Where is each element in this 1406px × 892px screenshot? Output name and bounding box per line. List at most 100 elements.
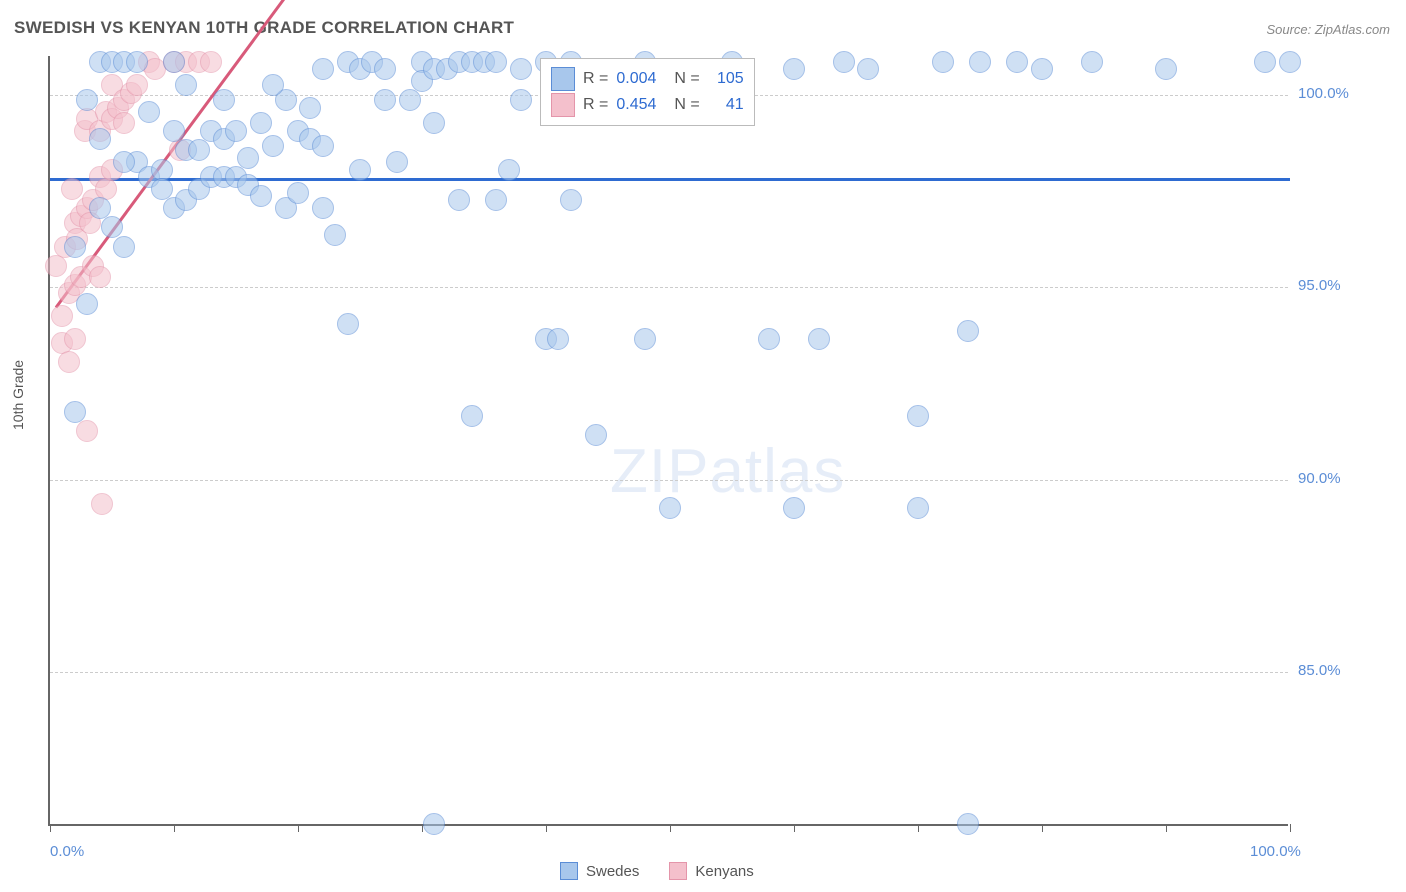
bottom-legend: Swedes Kenyans bbox=[560, 862, 754, 880]
scatter-point bbox=[76, 293, 98, 315]
scatter-point bbox=[1006, 51, 1028, 73]
scatter-point bbox=[312, 135, 334, 157]
scatter-point bbox=[89, 197, 111, 219]
scatter-point bbox=[126, 51, 148, 73]
scatter-point bbox=[907, 497, 929, 519]
scatter-point bbox=[510, 89, 532, 111]
x-tick bbox=[50, 824, 51, 832]
scatter-point bbox=[89, 128, 111, 150]
scatter-point bbox=[758, 328, 780, 350]
stats-row: R =0.004N =105 bbox=[551, 67, 744, 91]
scatter-point bbox=[113, 112, 135, 134]
scatter-point bbox=[783, 497, 805, 519]
stats-r-label: R = bbox=[583, 96, 608, 114]
stats-r-label: R = bbox=[583, 70, 608, 88]
scatter-point bbox=[113, 236, 135, 258]
source-label: Source: ZipAtlas.com bbox=[1266, 22, 1390, 37]
x-tick bbox=[298, 824, 299, 832]
scatter-point bbox=[76, 420, 98, 442]
x-tick bbox=[670, 824, 671, 832]
scatter-point bbox=[510, 58, 532, 80]
stats-n-label: N = bbox=[674, 96, 699, 114]
scatter-point bbox=[151, 178, 173, 200]
y-tick-label: 95.0% bbox=[1298, 277, 1368, 294]
gridline-horizontal bbox=[50, 672, 1288, 673]
x-tick-label: 100.0% bbox=[1250, 843, 1301, 860]
scatter-point bbox=[448, 189, 470, 211]
x-tick bbox=[794, 824, 795, 832]
gridline-horizontal bbox=[50, 480, 1288, 481]
scatter-point bbox=[213, 89, 235, 111]
scatter-point bbox=[45, 255, 67, 277]
scatter-point bbox=[324, 224, 346, 246]
scatter-point bbox=[374, 58, 396, 80]
scatter-point bbox=[907, 405, 929, 427]
scatter-point bbox=[61, 178, 83, 200]
scatter-point bbox=[969, 51, 991, 73]
scatter-point bbox=[783, 58, 805, 80]
scatter-point bbox=[138, 101, 160, 123]
y-tick-label: 85.0% bbox=[1298, 662, 1368, 679]
x-tick bbox=[174, 824, 175, 832]
scatter-point bbox=[461, 405, 483, 427]
watermark: ZIPatlas bbox=[610, 436, 845, 507]
scatter-point bbox=[262, 135, 284, 157]
scatter-point bbox=[312, 58, 334, 80]
scatter-point bbox=[175, 74, 197, 96]
x-tick bbox=[546, 824, 547, 832]
scatter-point bbox=[91, 493, 113, 515]
x-tick bbox=[1042, 824, 1043, 832]
scatter-point bbox=[1031, 58, 1053, 80]
scatter-point bbox=[399, 89, 421, 111]
scatter-point bbox=[957, 813, 979, 835]
scatter-point bbox=[113, 151, 135, 173]
scatter-point bbox=[808, 328, 830, 350]
scatter-point bbox=[89, 266, 111, 288]
scatter-point bbox=[1254, 51, 1276, 73]
gridline-horizontal bbox=[50, 287, 1288, 288]
scatter-point bbox=[349, 159, 371, 181]
scatter-point bbox=[200, 51, 222, 73]
scatter-point bbox=[51, 305, 73, 327]
scatter-point bbox=[163, 51, 185, 73]
scatter-point bbox=[64, 401, 86, 423]
scatter-point bbox=[163, 120, 185, 142]
y-tick-label: 90.0% bbox=[1298, 470, 1368, 487]
scatter-point bbox=[237, 147, 259, 169]
scatter-point bbox=[225, 120, 247, 142]
scatter-point bbox=[634, 328, 656, 350]
x-tick bbox=[1290, 824, 1291, 832]
scatter-point bbox=[560, 189, 582, 211]
legend-label: Swedes bbox=[586, 863, 639, 880]
legend-label: Kenyans bbox=[695, 863, 753, 880]
scatter-point bbox=[932, 51, 954, 73]
x-tick bbox=[1166, 824, 1167, 832]
scatter-point bbox=[337, 313, 359, 335]
scatter-point bbox=[101, 216, 123, 238]
y-tick-label: 100.0% bbox=[1298, 85, 1368, 102]
stats-r-value: 0.454 bbox=[616, 96, 666, 114]
scatter-point bbox=[250, 112, 272, 134]
x-tick-label: 0.0% bbox=[50, 843, 84, 860]
scatter-point bbox=[312, 197, 334, 219]
watermark-bold: ZIP bbox=[610, 437, 709, 506]
scatter-point bbox=[299, 97, 321, 119]
scatter-point bbox=[250, 185, 272, 207]
scatter-point bbox=[64, 328, 86, 350]
scatter-point bbox=[485, 51, 507, 73]
scatter-point bbox=[287, 182, 309, 204]
y-axis-label: 10th Grade bbox=[10, 360, 26, 430]
legend-item: Kenyans bbox=[669, 862, 753, 880]
scatter-point bbox=[76, 89, 98, 111]
x-tick bbox=[918, 824, 919, 832]
scatter-point bbox=[659, 497, 681, 519]
stats-swatch bbox=[551, 93, 575, 117]
stats-box: R =0.004N =105R =0.454N =41 bbox=[540, 58, 755, 126]
stats-r-value: 0.004 bbox=[616, 70, 666, 88]
legend-swatch bbox=[669, 862, 687, 880]
scatter-point bbox=[374, 89, 396, 111]
scatter-point bbox=[485, 189, 507, 211]
scatter-point bbox=[423, 813, 445, 835]
scatter-point bbox=[64, 236, 86, 258]
scatter-point bbox=[957, 320, 979, 342]
